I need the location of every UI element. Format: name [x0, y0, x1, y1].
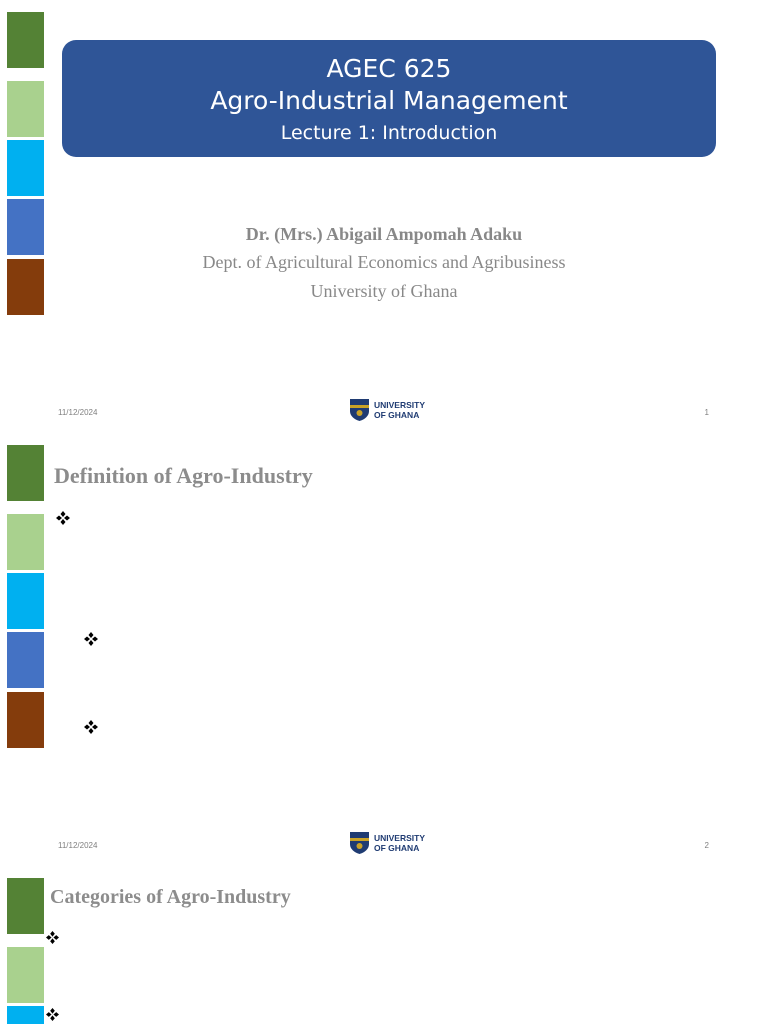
slide-3: Categories of Agro-Industry	[0, 866, 768, 1024]
title-box: AGEC 625 Agro-Industrial Management Lect…	[62, 40, 716, 157]
logo-line-2: OF GHANA	[374, 410, 420, 420]
university-logo: UNIVERSITY OF GHANA	[349, 831, 425, 855]
square-dark-green	[7, 12, 44, 68]
square-cyan	[7, 573, 44, 629]
slide-2: Definition of Agro-Industry 11/12/2024 U…	[0, 433, 768, 866]
author-name: Dr. (Mrs.) Abigail Ampomah Adaku	[245, 224, 523, 244]
university-logo: UNIVERSITY OF GHANA	[349, 398, 425, 422]
square-cyan	[7, 1006, 44, 1024]
square-brown	[7, 259, 44, 315]
square-cyan	[7, 140, 44, 196]
university-crest-icon	[350, 399, 369, 421]
square-light-green	[7, 81, 44, 137]
footer-date: 11/12/2024	[58, 408, 98, 417]
square-brown	[7, 692, 44, 748]
diamond-bullet-icon	[46, 931, 59, 944]
author-university: University of Ghana	[310, 281, 458, 301]
lecture-title: Lecture 1: Introduction	[280, 122, 498, 144]
footer-date: 11/12/2024	[58, 841, 98, 850]
logo-line-1: UNIVERSITY	[374, 400, 426, 410]
logo-line-2: OF GHANA	[374, 843, 420, 853]
page-number: 1	[704, 408, 709, 417]
page-number: 2	[704, 841, 709, 850]
square-blue	[7, 632, 44, 688]
author-department: Dept. of Agricultural Economics and Agri…	[202, 252, 566, 272]
slide-title: Categories of Agro-Industry	[50, 886, 291, 908]
slide-1: AGEC 625 Agro-Industrial Management Lect…	[0, 0, 768, 433]
square-dark-green	[7, 878, 44, 934]
university-crest-icon	[350, 832, 369, 854]
square-dark-green	[7, 445, 44, 501]
slide-title: Definition of Agro-Industry	[54, 463, 313, 488]
course-title: Agro-Industrial Management	[210, 86, 568, 115]
square-light-green	[7, 947, 44, 1003]
logo-line-1: UNIVERSITY	[374, 833, 426, 843]
diamond-bullet-icon	[46, 1008, 59, 1021]
square-light-green	[7, 514, 44, 570]
diamond-bullet-icon	[56, 511, 70, 525]
course-code: AGEC 625	[326, 54, 452, 83]
diamond-bullet-icon	[84, 720, 98, 734]
diamond-bullet-icon	[84, 632, 98, 646]
square-blue	[7, 199, 44, 255]
